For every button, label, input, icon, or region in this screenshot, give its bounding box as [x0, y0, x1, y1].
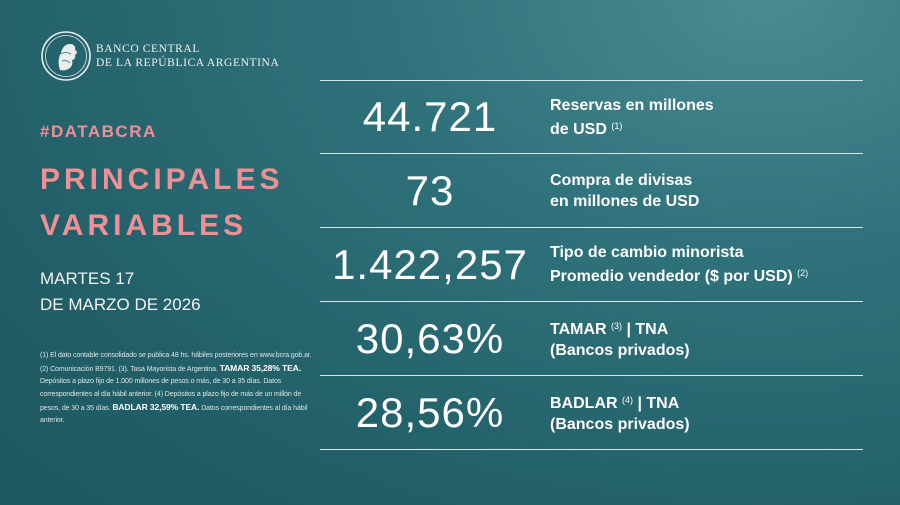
variables-panel: 44.721 Reservas en millones de USD (1) 7… [320, 80, 863, 450]
bank-name-line2: DE LA REPÚBLICA ARGENTINA [96, 57, 280, 69]
footnote-tamar-tea: TAMAR 35,28% TEA. [219, 363, 301, 374]
bcra-logo-icon [41, 31, 91, 81]
footnote-ref: (3) [611, 321, 623, 331]
variable-label: Tipo de cambio minorista Promedio vended… [550, 244, 809, 285]
date: MARTES 17 DE MARZO DE 2026 [40, 266, 201, 318]
variable-row-tipo-cambio: 1.422,257 Tipo de cambio minorista Prome… [320, 228, 863, 302]
footnote-part1: (1) El dato contable consolidado se publ… [40, 352, 312, 374]
footnote-ref: (4) [622, 395, 633, 405]
variable-value: 1.422,257 [332, 240, 528, 288]
date-line2: DE MARZO DE 2026 [40, 295, 201, 314]
footnote-part2: Depósitos a plazo fijo de 1.000 millones… [40, 378, 302, 412]
footnote-ref: (1) [611, 120, 623, 131]
hashtag: #DATABCRA [40, 122, 157, 141]
variable-row-compra-divisas: 73 Compra de divisas en millones de USD [320, 154, 863, 228]
footnote-badlar-tea: BADLAR 32,59% TEA. [112, 401, 200, 412]
footnote-part3: Datos correspondientes al día hábil ante… [40, 404, 308, 425]
variable-label: Reservas en millones de USD (1) [550, 96, 714, 138]
bank-name-line1: BANCO CENTRAL [96, 43, 200, 55]
footnotes: (1) El dato contable consolidado se publ… [40, 350, 312, 427]
variable-row-tamar: 30,63% TAMAR (3) | TNA (Bancos privados) [320, 302, 863, 376]
variable-value: 28,56% [355, 388, 505, 436]
title-line2: VARIABLES [40, 209, 248, 242]
variable-label: BADLAR (4) | TNA (Bancos privados) [550, 395, 690, 433]
variable-value: 30,63% [355, 314, 505, 362]
variable-label: Compra de divisas en millones de USD [550, 171, 700, 210]
variable-value: 73 [405, 166, 455, 214]
title-line1: PRINCIPALES [40, 163, 284, 196]
variable-label: TAMAR (3) | TNA (Bancos privados) [550, 321, 690, 359]
variable-row-reservas: 44.721 Reservas en millones de USD (1) [320, 80, 863, 154]
footnote-ref: (2) [797, 268, 809, 278]
bank-name: BANCO CENTRAL DE LA REPÚBLICA ARGENTINA [96, 42, 279, 70]
variable-value: 44.721 [362, 93, 498, 140]
variable-row-badlar: 28,56% BADLAR (4) | TNA (Bancos privados… [320, 376, 863, 450]
date-line1: MARTES 17 [40, 269, 135, 288]
page-title: PRINCIPALES VARIABLES [40, 157, 283, 249]
